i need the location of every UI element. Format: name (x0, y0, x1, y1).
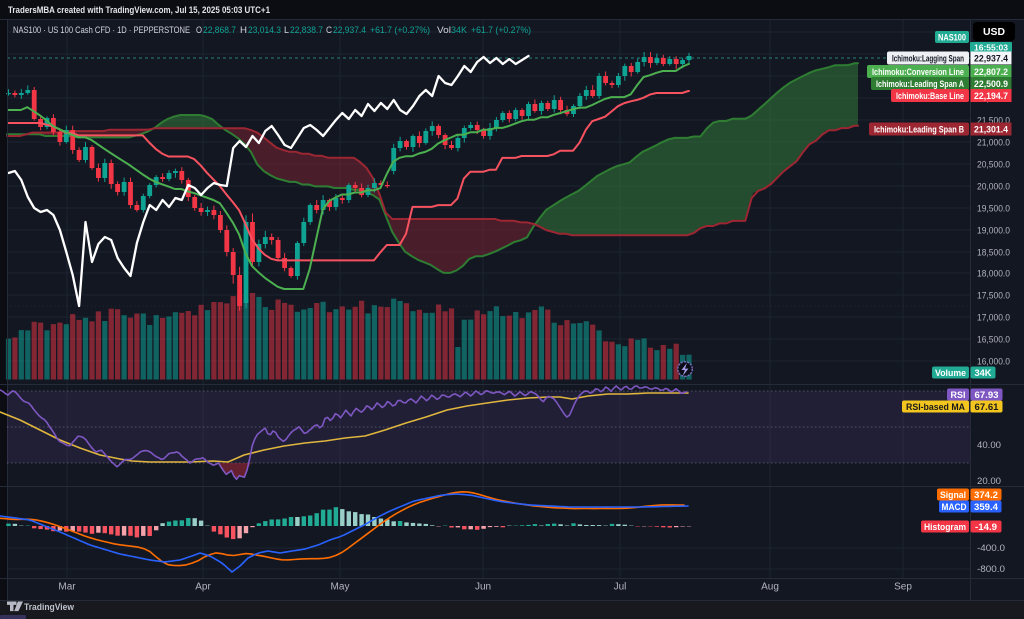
svg-text:34K: 34K (451, 25, 468, 36)
svg-text:C: C (326, 25, 332, 36)
svg-text:-400.0: -400.0 (977, 543, 1005, 554)
svg-text:16:55:03: 16:55:03 (974, 42, 1008, 52)
svg-text:67.61: 67.61 (975, 402, 999, 412)
svg-text:18,500.0: 18,500.0 (977, 248, 1010, 259)
svg-text:Jun: Jun (475, 582, 491, 593)
svg-text:22,868.7: 22,868.7 (203, 25, 236, 36)
svg-text:21,500.0: 21,500.0 (977, 116, 1010, 127)
svg-text:22,937.4: 22,937.4 (974, 53, 1009, 64)
svg-text:22,194.7: 22,194.7 (974, 91, 1008, 102)
svg-text:TradingView: TradingView (24, 602, 75, 613)
svg-text:Jul: Jul (614, 582, 627, 593)
svg-text:MACD: MACD (942, 502, 967, 512)
svg-text:-14.9: -14.9 (975, 522, 997, 532)
svg-text:22,838.7: 22,838.7 (290, 25, 323, 36)
svg-text:Histogram: Histogram (924, 522, 966, 532)
svg-text:20,000.0: 20,000.0 (977, 182, 1010, 193)
svg-text:+61.7 (+0.27%): +61.7 (+0.27%) (471, 25, 531, 36)
svg-text:359.4: 359.4 (974, 502, 998, 512)
svg-text:16,000.0: 16,000.0 (977, 357, 1010, 368)
svg-text:+61.7 (+0.27%): +61.7 (+0.27%) (370, 25, 430, 36)
svg-text:O: O (196, 25, 202, 36)
svg-text:L: L (284, 25, 289, 36)
svg-text:Sep: Sep (894, 582, 912, 593)
svg-text:23,014.3: 23,014.3 (248, 25, 281, 36)
svg-text:May: May (331, 582, 350, 593)
svg-text:21,000.0: 21,000.0 (977, 138, 1010, 149)
svg-text:22,807.2: 22,807.2 (974, 67, 1008, 78)
svg-text:21,301.4: 21,301.4 (974, 124, 1009, 135)
svg-text:H: H (240, 25, 247, 36)
svg-text:19,500.0: 19,500.0 (977, 204, 1010, 215)
svg-text:22,937.4: 22,937.4 (333, 25, 366, 36)
svg-text:NAS100 · US 100 Cash CFD · 1D: NAS100 · US 100 Cash CFD · 1D · PEPPERST… (13, 25, 190, 36)
svg-text:19,000.0: 19,000.0 (977, 226, 1010, 237)
svg-text:17,500.0: 17,500.0 (977, 291, 1010, 302)
svg-text:RSI: RSI (951, 390, 966, 400)
svg-text:Ichimoku:Lagging Span: Ichimoku:Lagging Span (892, 53, 964, 64)
svg-text:Ichimoku:Leading Span A: Ichimoku:Leading Span A (876, 79, 964, 90)
svg-text:374.2: 374.2 (974, 490, 998, 500)
svg-text:Vol: Vol (437, 25, 451, 36)
svg-text:Ichimoku:Conversion Line: Ichimoku:Conversion Line (872, 67, 964, 78)
svg-text:TradersMBA created with Tradin: TradersMBA created with TradingView.com,… (8, 5, 271, 16)
svg-text:RSI-based MA: RSI-based MA (906, 402, 965, 412)
svg-text:17,000.0: 17,000.0 (977, 313, 1010, 324)
svg-text:34K: 34K (975, 368, 993, 378)
svg-text:20,500.0: 20,500.0 (977, 160, 1010, 171)
svg-text:Volume: Volume (935, 368, 966, 378)
svg-text:Apr: Apr (195, 582, 211, 593)
svg-text:40.00: 40.00 (977, 440, 1001, 451)
svg-text:16,500.0: 16,500.0 (977, 335, 1010, 346)
svg-text:Ichimoku:Leading Span B: Ichimoku:Leading Span B (874, 124, 964, 135)
svg-text:-800.0: -800.0 (977, 564, 1005, 575)
svg-text:Signal: Signal (940, 490, 966, 500)
svg-text:67.93: 67.93 (975, 390, 999, 400)
svg-text:20.00: 20.00 (977, 476, 1001, 487)
svg-text:Mar: Mar (58, 582, 76, 593)
svg-text:NAS100: NAS100 (938, 32, 966, 42)
svg-text:18,000.0: 18,000.0 (977, 269, 1010, 280)
svg-text:USD: USD (983, 26, 1005, 38)
svg-text:Ichimoku:Base Line: Ichimoku:Base Line (896, 91, 964, 102)
svg-text:Aug: Aug (761, 582, 779, 593)
svg-text:22,500.9: 22,500.9 (974, 79, 1008, 90)
